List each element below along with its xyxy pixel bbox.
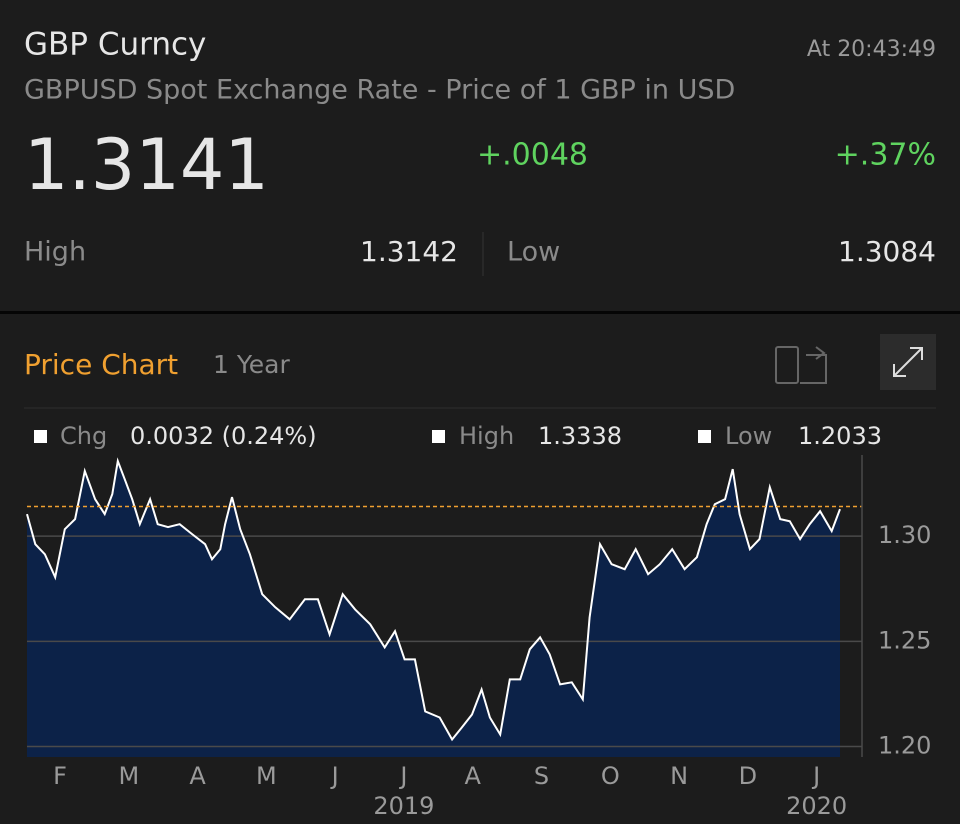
area — [27, 461, 840, 757]
x-tick-label: D — [739, 762, 757, 790]
year-label: 2020 — [786, 792, 847, 820]
timestamp: At 20:43:49 — [807, 37, 936, 62]
x-tick-label: F — [53, 762, 67, 790]
low-label: Low — [507, 237, 560, 268]
x-tick-label: S — [534, 762, 549, 790]
high-label: High — [24, 237, 86, 268]
x-tick-label: J — [811, 762, 820, 790]
price: 1.3141 — [24, 124, 269, 206]
stat-bullet — [34, 430, 47, 443]
x-tick-label: A — [464, 762, 481, 790]
stat-value: 1.3338 — [538, 422, 622, 450]
rotate-icon[interactable] — [775, 346, 827, 384]
x-tick-label: J — [330, 762, 339, 790]
stat-value: 1.2033 — [798, 422, 882, 450]
change-percent: +.37% — [835, 138, 936, 173]
stat-label: Low — [725, 422, 772, 450]
subtitle: GBPUSD Spot Exchange Rate - Price of 1 G… — [24, 75, 735, 106]
year-label: 2019 — [373, 792, 434, 820]
panel-title: Price Chart — [24, 348, 178, 381]
x-tick-label: J — [398, 762, 407, 790]
expand-icon — [893, 347, 923, 377]
stat-label: High — [459, 422, 514, 450]
stats-row: Chg 0.0032 (0.24%) High 1.3338 Low 1.2033 — [34, 422, 882, 450]
stat-value: 0.0032 (0.24%) — [130, 422, 317, 450]
x-tick-label: N — [670, 762, 688, 790]
x-tick-label: M — [256, 762, 277, 790]
x-tick-label: A — [189, 762, 206, 790]
price-line — [26, 457, 841, 742]
x-tick-label: O — [601, 762, 620, 790]
stat-bullet — [698, 430, 711, 443]
change: +.0048 — [477, 138, 588, 173]
low-value: 1.3084 — [838, 235, 936, 268]
stat-label: Chg — [60, 422, 107, 450]
stat-bullet — [432, 430, 445, 443]
security-title: GBP Curncy — [24, 27, 206, 63]
y-tick-label: 1.30 — [878, 521, 931, 549]
high-value: 1.3142 — [360, 235, 458, 268]
range-label[interactable]: 1 Year — [213, 350, 291, 379]
y-tick-label: 1.25 — [878, 626, 931, 654]
x-tick-label: M — [118, 762, 139, 790]
y-tick-label: 1.20 — [878, 731, 931, 759]
section-divider — [0, 311, 960, 314]
